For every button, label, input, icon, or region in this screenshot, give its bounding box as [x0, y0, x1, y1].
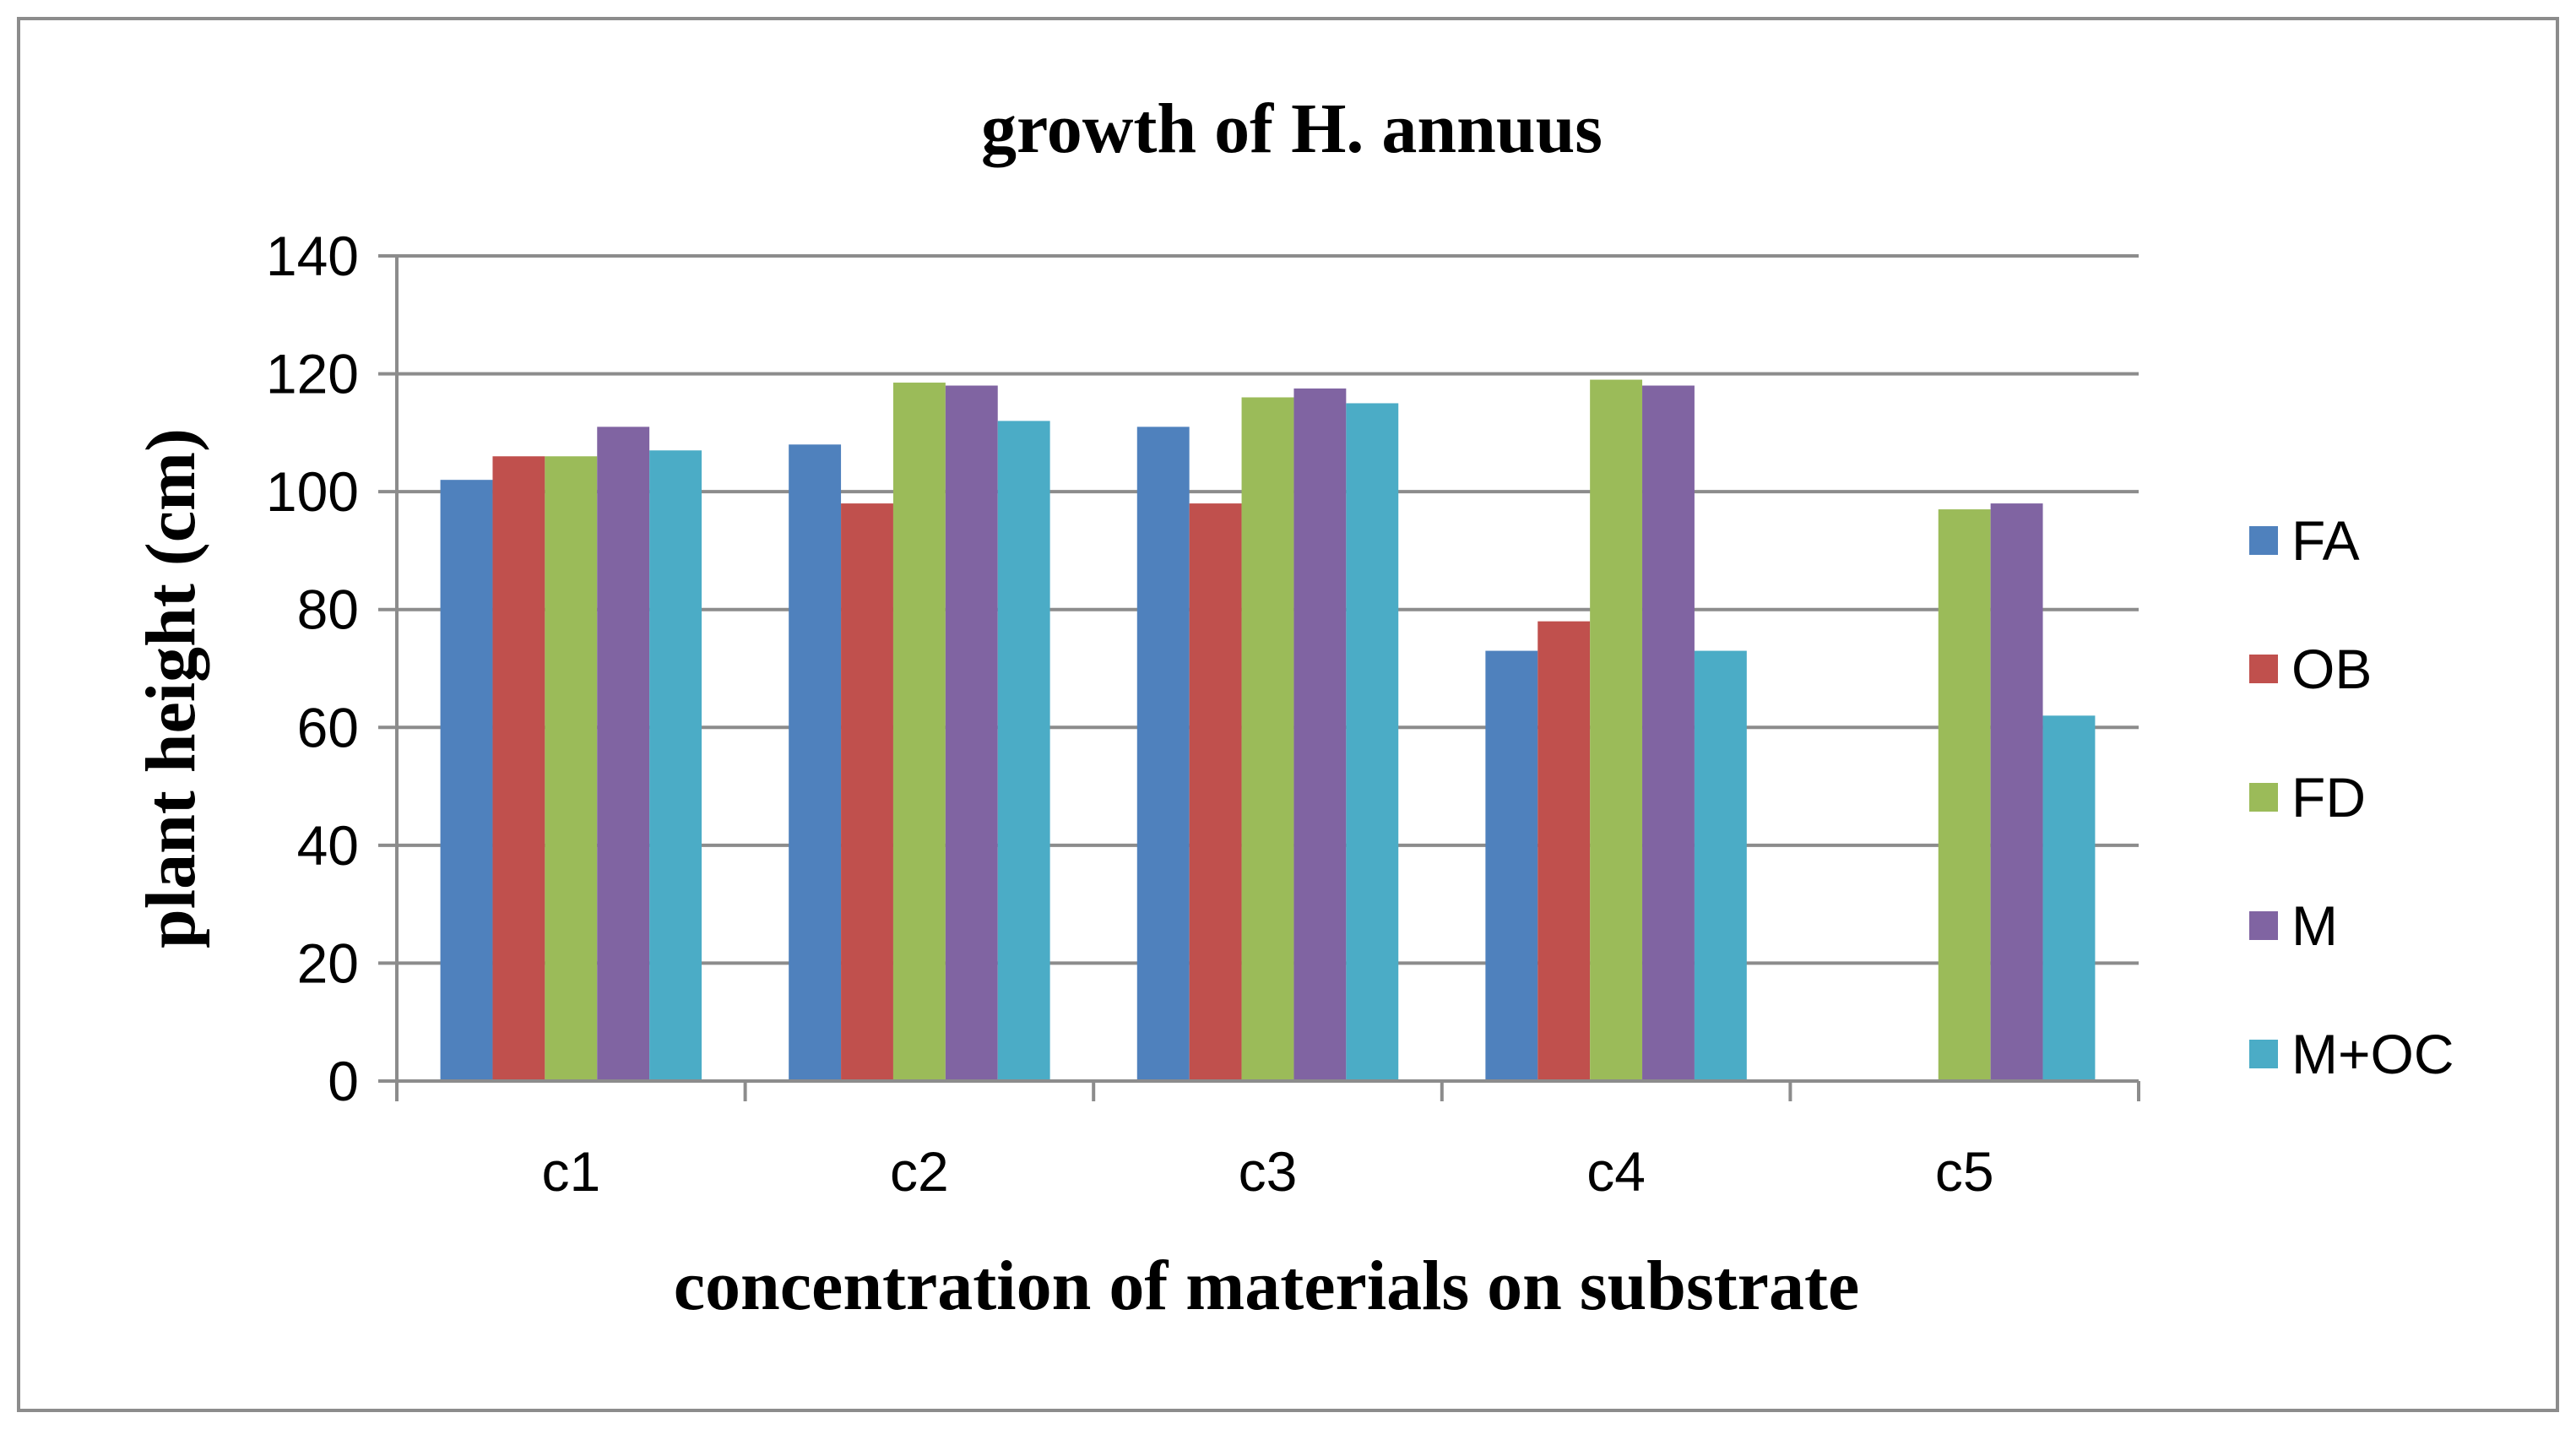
y-axis-title: plant height (cm)	[132, 428, 210, 948]
bar-M+OC-c1	[649, 450, 702, 1081]
x-tick-label-c4: c4	[1586, 1140, 1646, 1203]
bar-FD-c3	[1241, 397, 1294, 1081]
legend-label-M: M	[2291, 894, 2338, 957]
legend-swatch-FA	[2249, 526, 2278, 555]
bar-M+OC-c5	[2042, 715, 2096, 1081]
x-tick-label-c3: c3	[1239, 1140, 1298, 1203]
x-axis-title: concentration of materials on substrate	[674, 1247, 1859, 1325]
y-tick-label: 60	[297, 696, 359, 758]
bar-M-c5	[1990, 503, 2043, 1081]
legend-label-M+OC: M+OC	[2291, 1023, 2454, 1085]
y-tick-label: 140	[266, 225, 359, 287]
y-tick-label: 0	[328, 1050, 359, 1112]
bar-M+OC-c3	[1346, 403, 1399, 1081]
bar-OB-c1	[492, 456, 545, 1081]
legend-label-FA: FA	[2291, 509, 2360, 572]
bar-FD-c4	[1590, 379, 1643, 1081]
bar-OB-c3	[1189, 503, 1242, 1081]
legend-swatch-OB	[2249, 655, 2278, 683]
bar-FD-c1	[545, 456, 598, 1081]
y-tick-label: 40	[297, 814, 359, 877]
legend-swatch-FD	[2249, 783, 2278, 812]
x-tick-label-c5: c5	[1935, 1140, 1994, 1203]
y-tick-label: 20	[297, 932, 359, 994]
bar-FD-c2	[892, 383, 946, 1081]
bar-FA-c2	[789, 444, 842, 1081]
y-tick-labels: 0 20 40 60 80 100 120 140	[266, 225, 359, 1112]
bar-FA-c1	[440, 480, 493, 1081]
x-tick-label-c1: c1	[541, 1140, 600, 1203]
x-tick-label-c2: c2	[890, 1140, 949, 1203]
legend: FA OB FD M M+OC	[2249, 509, 2454, 1085]
bar-M+OC-c4	[1694, 650, 1747, 1081]
y-tick-label: 100	[266, 460, 359, 523]
bar-FA-c4	[1485, 650, 1538, 1081]
bar-OB-c4	[1537, 621, 1591, 1081]
bar-M-c1	[597, 427, 650, 1082]
bar-OB-c2	[841, 503, 893, 1081]
bar-M-c3	[1293, 388, 1347, 1082]
x-tick-labels: c1 c2 c3 c4 c5	[541, 1140, 1993, 1203]
chart-title: growth of H. annuus	[981, 90, 1603, 168]
bar-FA-c3	[1136, 427, 1190, 1082]
legend-label-FD: FD	[2291, 766, 2366, 829]
legend-label-OB: OB	[2291, 638, 2372, 700]
legend-swatch-M+OC	[2249, 1040, 2278, 1068]
bar-FD-c5	[1938, 509, 1991, 1081]
y-tick-label: 120	[266, 343, 359, 405]
bar-M-c4	[1642, 385, 1695, 1081]
bar-M+OC-c2	[997, 421, 1050, 1081]
legend-swatch-M	[2249, 911, 2278, 940]
axes	[378, 256, 2140, 1101]
bar-M-c2	[945, 385, 998, 1081]
bars	[440, 379, 2096, 1082]
y-tick-label: 80	[297, 579, 359, 641]
